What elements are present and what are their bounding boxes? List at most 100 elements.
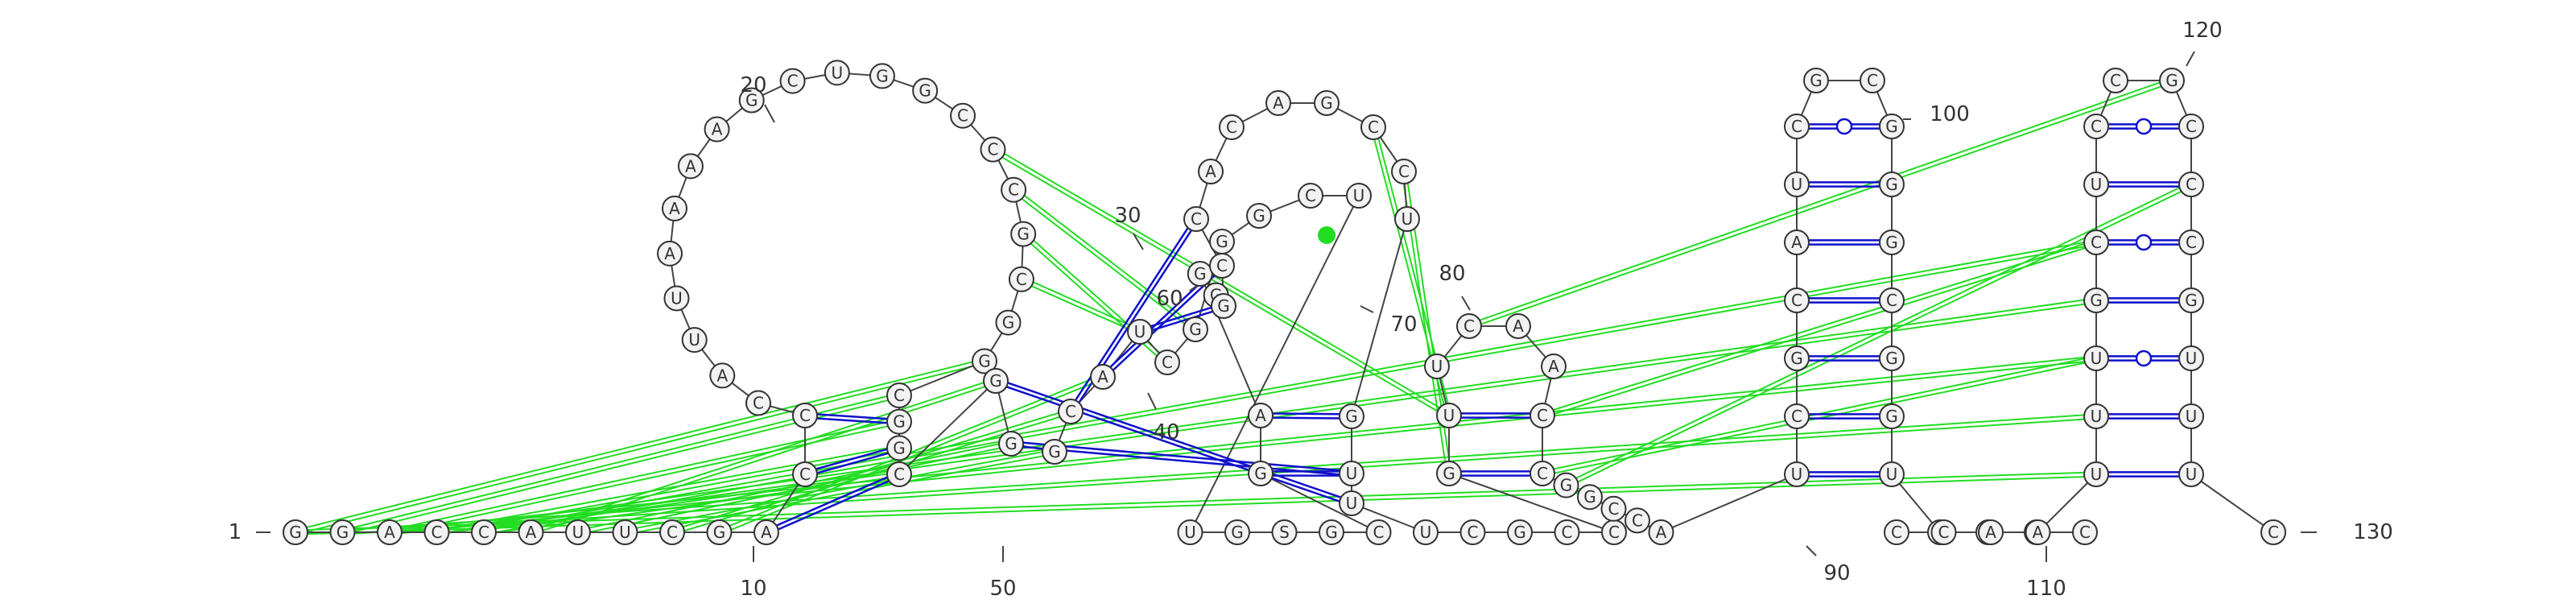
nucleotide-letter: G xyxy=(1254,464,1267,483)
nucleotide: G xyxy=(1553,472,1579,498)
nucleotide: C xyxy=(423,519,450,545)
nucleotide-letter: A xyxy=(1548,357,1559,376)
nucleotide: G xyxy=(1248,461,1274,486)
nucleotide: U xyxy=(1879,461,1905,487)
nucleotide: G xyxy=(2178,287,2204,313)
nucleotide-letter: C xyxy=(1938,523,1950,542)
base-pair xyxy=(805,412,900,421)
nucleotide: A xyxy=(377,519,402,545)
nucleotide: C xyxy=(1860,68,1885,93)
nucleotide-letter: U xyxy=(2091,465,2103,484)
nucleotide-letter: C xyxy=(1867,71,1878,90)
nucleotide: U xyxy=(2178,345,2204,371)
nucleotide-letter: G xyxy=(978,351,991,370)
nucleotide-letter: U xyxy=(2186,407,2198,426)
nucleotide-letter: C xyxy=(987,140,998,159)
nucleotide: U xyxy=(1339,461,1364,486)
nucleotide: U xyxy=(1346,183,1372,209)
nucleotide: G xyxy=(329,519,356,545)
nucleotide-letter: G xyxy=(1048,442,1061,461)
nucleotide: G xyxy=(912,77,939,104)
nucleotide: C xyxy=(745,390,771,416)
nucleotide: G xyxy=(738,87,765,114)
noncanonical-pair-marker xyxy=(2135,118,2153,135)
pseudoknot-interaction xyxy=(1541,239,2096,415)
nucleotide-letter: G xyxy=(1885,407,1898,426)
base-pair xyxy=(1260,416,1352,420)
nucleotide-letter: U xyxy=(1353,186,1365,205)
nucleotide-letter: U xyxy=(2091,407,2103,426)
backbone-segment xyxy=(898,360,985,396)
nucleotide: C xyxy=(1183,206,1209,232)
nucleotide: C xyxy=(1001,176,1027,203)
nucleotide: A xyxy=(1198,159,1224,184)
nucleotide: C xyxy=(1219,114,1245,140)
position-label: 70 xyxy=(1390,312,1417,337)
nucleotide-letter: C xyxy=(2110,71,2121,90)
nucleotide-letter: C xyxy=(753,394,764,413)
nucleotide-letter: C xyxy=(1891,523,1902,542)
nucleotide-letter: A xyxy=(1656,523,1667,542)
nucleotide-letter: A xyxy=(1513,316,1524,336)
nucleotide: C xyxy=(1784,287,1810,313)
pseudoknot-interaction xyxy=(577,440,1011,531)
backbone-segment xyxy=(1260,473,1379,533)
nucleotide-letter: A xyxy=(1205,162,1216,181)
nucleotide-letter: C xyxy=(431,523,443,542)
nucleotide: A xyxy=(704,116,730,143)
backbone-segment xyxy=(1351,502,1426,533)
pseudoknot-interaction xyxy=(483,239,2096,531)
nucleotide: G xyxy=(2159,68,2185,93)
nucleotide-letter: G xyxy=(1216,232,1228,251)
pseudoknot-interaction xyxy=(295,358,985,531)
nucleotide: A xyxy=(657,240,683,267)
nucleotide-letter: C xyxy=(1368,118,1379,137)
nucleotide: C xyxy=(2083,229,2109,255)
nucleotide-letter: S xyxy=(1279,523,1290,542)
nucleotide-letter: C xyxy=(2091,233,2102,252)
pseudoknot-interaction xyxy=(1468,77,2172,325)
nucleotide-letter: U xyxy=(1346,464,1358,483)
backbone-segment xyxy=(2037,473,2097,533)
position-label: 30 xyxy=(1114,204,1141,228)
pseudoknot-interaction xyxy=(1022,276,1141,331)
nucleotide-letter: C xyxy=(2268,523,2279,542)
nucleotide: C xyxy=(1360,114,1386,140)
nucleotide: G xyxy=(1246,203,1272,229)
nucleotide: C xyxy=(980,136,1006,163)
wobble-pair-marker xyxy=(1318,226,1335,244)
nucleotide-letter: G xyxy=(1560,476,1573,495)
position-label: 10 xyxy=(740,577,766,601)
nucleotide: G xyxy=(886,408,912,435)
nucleotide: C xyxy=(792,403,818,428)
base-pair xyxy=(1261,412,1352,416)
nucleotide-letter: U xyxy=(688,330,700,349)
nucleotide: G xyxy=(1879,229,1905,255)
base-pair xyxy=(765,471,899,531)
nucleotide: U xyxy=(565,519,591,545)
position-label: 90 xyxy=(1823,561,1850,585)
nucleotide-letter: G xyxy=(1790,349,1803,368)
pseudoknot-interaction xyxy=(436,449,900,536)
nucleotide: G xyxy=(1577,484,1603,511)
pseudoknot-interaction xyxy=(295,362,985,536)
nucleotide-letter: C xyxy=(1537,464,1548,483)
nucleotide-letter: U xyxy=(1791,465,1803,484)
label-tick xyxy=(2186,51,2195,67)
nucleotide: C xyxy=(1209,253,1235,279)
base-pair xyxy=(996,378,1353,502)
nucleotide-letter: C xyxy=(957,106,968,126)
pseudoknot-interaction xyxy=(342,417,2097,536)
nucleotide: C xyxy=(886,461,912,487)
nucleotide: G xyxy=(1211,293,1236,319)
nucleotide: G xyxy=(1436,461,1462,486)
nucleotide: A xyxy=(1978,519,2004,545)
nucleotide-letter: C xyxy=(1216,256,1228,275)
nucleotide: C xyxy=(792,461,818,487)
nucleotide-letter: U xyxy=(2186,465,2198,484)
nucleotide-letter: U xyxy=(1791,175,1803,194)
nucleotide: G xyxy=(1879,172,1905,197)
nucleotide-letter: U xyxy=(1346,494,1358,513)
nucleotide: A xyxy=(1248,403,1274,428)
